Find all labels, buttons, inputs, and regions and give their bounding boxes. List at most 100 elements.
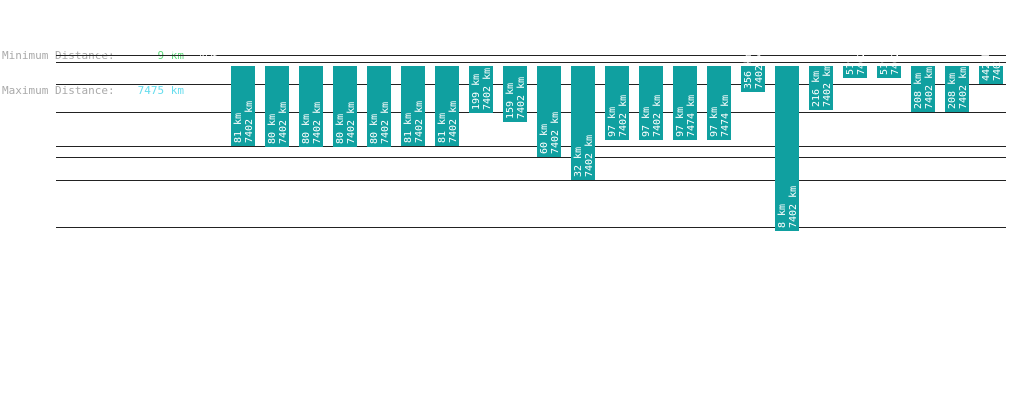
- bar: [469, 66, 493, 113]
- bar-total-label: 7402 km: [550, 112, 561, 154]
- bar-distance-label: 199 km: [471, 74, 482, 110]
- bar-total-label: 7474 km: [720, 95, 731, 137]
- bar-total-label: 7402 km: [414, 101, 425, 143]
- bar-distance-label: 97 km: [709, 107, 720, 137]
- bar: [605, 66, 629, 140]
- bar-distance-label: 81 km: [403, 113, 414, 143]
- bar-distance-label: 519 km: [845, 39, 856, 75]
- distance-summary: Minimum Distance: 9 km Maximum Distance: 7…: [2, 26, 184, 108]
- bar-total-label: 7402 km: [754, 47, 765, 89]
- bar-distance-label: 8 km: [777, 204, 788, 228]
- bar-total-label: 7402 km: [448, 101, 459, 143]
- bar-total-label: 7402 km: [788, 186, 799, 228]
- bar-total-label: 7402 km: [108, 13, 119, 55]
- bar-group: 97 km 7474 km: [673, 66, 697, 140]
- bar-total-label: 7402 km: [380, 102, 391, 144]
- bar-total-label: 7402 km: [210, 17, 221, 59]
- bar: [401, 66, 425, 146]
- bar-total-label: 7402 km: [822, 65, 833, 107]
- bar-distance-label: 442 km: [981, 45, 992, 81]
- bar: [809, 66, 833, 110]
- bar-distance-label: 899 km: [97, 19, 108, 55]
- bar-group: 97 km 7402 km: [639, 66, 663, 140]
- gridlines: [56, 55, 1006, 228]
- bar: [503, 66, 527, 122]
- bar: [707, 66, 731, 140]
- bar-distance-label: 97 km: [641, 107, 652, 137]
- bar-distance-label: 32 km: [573, 147, 584, 177]
- bar-total-label: 7402 km: [584, 135, 595, 177]
- bar-group: 8 km 7402 km: [775, 66, 799, 231]
- bar-distance-label: 97 km: [675, 107, 686, 137]
- bar-group: 208 km 7402 km: [945, 66, 969, 112]
- bar-group: 208 km 7402 km: [911, 66, 935, 112]
- bar-distance-label: 899 km: [165, 19, 176, 55]
- bar-total-label: 7402 km: [958, 67, 969, 109]
- bar-group: 80 km 7402 km: [299, 66, 323, 147]
- bar-group: 81 km 7402 km: [231, 66, 255, 146]
- bar-group: 442 km 7402 km: [979, 39, 1003, 84]
- bar-distance-label: 60 km: [539, 124, 550, 154]
- bar-distance-label: 899 km: [131, 19, 142, 55]
- bar-group: 80 km 7402 km: [265, 66, 289, 147]
- bar: [877, 66, 901, 78]
- bar-group: 519 km 7402 km: [877, 33, 901, 78]
- bar-total-label: 7402 km: [856, 33, 867, 75]
- bar-total-label: 7402 km: [312, 102, 323, 144]
- bar-group: 32 km 7402 km: [571, 66, 595, 180]
- bar-total-label: 7402 km: [244, 101, 255, 143]
- bar-group: 199 km 7402 km: [469, 66, 493, 113]
- bar-distance-label: 159 km: [505, 83, 516, 119]
- bar-total-label: 7402 km: [278, 102, 289, 144]
- bar-group: 81 km 7402 km: [435, 66, 459, 146]
- bar-total-label: 7402 km: [992, 39, 1003, 81]
- bar-total-label: 7402 km: [74, 10, 85, 52]
- bar-total-label: 7474 km: [686, 95, 697, 137]
- bar-group: 816 km 7402 km: [199, 17, 221, 59]
- bar: [231, 66, 255, 146]
- bar-distance-label: 80 km: [301, 114, 312, 144]
- bar-group: 80 km 7402 km: [367, 66, 391, 147]
- bar-group: 159 km 7402 km: [503, 66, 527, 122]
- bar-total-label: 7402 km: [890, 33, 901, 75]
- bars: 988 km 7402 km 899 km 7402 km 899 km 7402 km 8…: [63, 10, 1003, 231]
- bar: [843, 66, 867, 78]
- bar-total-label: 7402 km: [618, 95, 629, 137]
- bar-total-label: 7402 km: [924, 67, 935, 109]
- max-distance-value: 7475 km: [137, 84, 184, 97]
- bar-distance-label: 80 km: [369, 114, 380, 144]
- bar: [367, 66, 391, 147]
- bar: [673, 66, 697, 140]
- bar-group: 97 km 7402 km: [605, 66, 629, 140]
- bar-group: 80 km 7402 km: [333, 66, 357, 147]
- bar-group: 899 km 7402 km: [97, 13, 119, 55]
- bar: [299, 66, 323, 147]
- bar: [333, 66, 357, 147]
- bar-group: 988 km 7402 km: [63, 10, 85, 52]
- bar: [265, 66, 289, 147]
- bar-distance-label: 80 km: [335, 114, 346, 144]
- bar-distance-label: 81 km: [437, 113, 448, 143]
- bar-distance-label: 97 km: [607, 107, 618, 137]
- bar-group: 356 km 7402 km: [741, 47, 765, 92]
- bar-group: 60 km 7402 km: [537, 66, 561, 157]
- bar-group: 216 km 7402 km: [809, 65, 833, 110]
- bar-distance-label: 216 km: [811, 71, 822, 107]
- bar-group: 899 km 7402 km: [131, 13, 153, 55]
- bar-distance-label: 816 km: [199, 23, 210, 59]
- bar: [435, 66, 459, 146]
- bar: [911, 66, 935, 112]
- bar-total-label: 7402 km: [482, 68, 493, 110]
- bar-total-label: 7402 km: [176, 13, 187, 55]
- bar: [639, 66, 663, 140]
- bar-total-label: 7402 km: [346, 102, 357, 144]
- bar-distance-label: 519 km: [879, 39, 890, 75]
- bar-distance-label: 80 km: [267, 114, 278, 144]
- bar: [945, 66, 969, 112]
- bar: [979, 66, 1003, 84]
- bar-distance-label: 988 km: [63, 16, 74, 52]
- bar-group: 81 km 7402 km: [401, 66, 425, 146]
- max-distance-row: Maximum Distance: 7475 km: [2, 84, 184, 97]
- bar-group: 97 km 7474 km: [707, 66, 731, 140]
